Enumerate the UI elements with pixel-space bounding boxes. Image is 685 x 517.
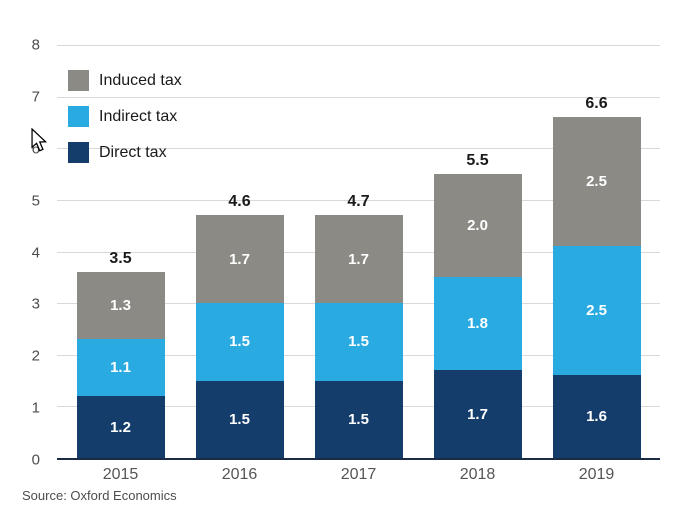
- x-cell: 2018: [418, 466, 537, 484]
- segment-value-label: 2.0: [467, 217, 488, 235]
- bar-segment-induced-tax: 1.7: [195, 215, 284, 304]
- segment-value-label: 1.1: [110, 359, 131, 377]
- bar-cell: 4.6 1.7 1.5 1.5: [180, 45, 299, 458]
- segment-value-label: 2.5: [586, 173, 607, 191]
- y-tick-label: 6: [31, 140, 40, 158]
- plot-area: 3.5 1.3 1.1 1.2 4.6 1.7 1.5 1.5 4.7 1.7 1.5 1.5 5.5 2…: [57, 45, 660, 460]
- gridline: [57, 96, 660, 98]
- y-tick-label: 4: [31, 244, 40, 261]
- segment-value-label: 1.3: [110, 297, 131, 315]
- legend-item-induced-tax: Induced tax: [68, 70, 182, 91]
- legend-label: Direct tax: [99, 143, 167, 161]
- y-tick-label: 8: [31, 36, 40, 54]
- y-tick-label: 7: [31, 88, 40, 106]
- gridline: [57, 199, 660, 201]
- x-tick-label-2017: 2017: [340, 466, 377, 483]
- bar-total-label: 3.5: [109, 250, 132, 268]
- bar-segment-indirect-tax: 1.5: [314, 303, 403, 381]
- bar-segment-indirect-tax: 1.8: [433, 277, 522, 371]
- bar-cell: 4.7 1.7 1.5 1.5: [299, 45, 418, 458]
- x-tick-label-2016: 2016: [221, 466, 258, 483]
- bar-segment-direct-tax: 1.7: [433, 370, 522, 458]
- y-tick-label: 5: [31, 192, 40, 210]
- segment-value-label: 1.5: [229, 333, 250, 351]
- segment-value-label: 1.5: [229, 410, 250, 428]
- bar-cell: 3.5 1.3 1.1 1.2: [61, 45, 180, 458]
- bar-segment-induced-tax: 1.7: [314, 215, 403, 304]
- bars-row: 3.5 1.3 1.1 1.2 4.6 1.7 1.5 1.5 4.7 1.7 1.5 1.5 5.5 2…: [57, 45, 660, 458]
- legend-swatch: [68, 70, 89, 91]
- segment-value-label: 1.7: [229, 250, 250, 268]
- bar-segment-indirect-tax: 1.1: [76, 339, 165, 397]
- bar-segment-induced-tax: 2.5: [552, 117, 641, 247]
- gridline: [57, 45, 660, 46]
- bar-segment-direct-tax: 1.2: [76, 396, 165, 458]
- x-cell: 2016: [180, 466, 299, 484]
- legend-label: Induced tax: [99, 71, 182, 89]
- bar-total-label: 4.7: [347, 193, 370, 211]
- segment-value-label: 1.7: [348, 250, 369, 268]
- bar-total-label: 6.6: [585, 95, 608, 113]
- bar-2018: 5.5 2.0 1.8 1.7: [433, 45, 522, 458]
- bar-total-label: 5.5: [466, 152, 489, 170]
- x-cell: 2019: [537, 466, 656, 484]
- bar-segment-induced-tax: 1.3: [76, 272, 165, 340]
- y-tick-label: 1: [31, 399, 40, 417]
- bar-total-label: 4.6: [228, 193, 251, 211]
- segment-value-label: 1.8: [467, 315, 488, 333]
- bar-2019: 6.6 2.5 2.5 1.6: [552, 45, 641, 458]
- segment-value-label: 1.7: [467, 405, 488, 423]
- source-note: Source: Oxford Economics: [22, 488, 177, 503]
- bar-cell: 5.5 2.0 1.8 1.7: [418, 45, 537, 458]
- bar-cell: 6.6 2.5 2.5 1.6: [537, 45, 656, 458]
- bar-2017: 4.7 1.7 1.5 1.5: [314, 45, 403, 458]
- segment-value-label: 1.5: [348, 333, 369, 351]
- y-tick-label: 3: [31, 295, 40, 313]
- y-tick-label: 2: [31, 347, 40, 365]
- legend: Induced tax Indirect tax Direct tax: [68, 70, 182, 178]
- x-tick-label-2019: 2019: [578, 466, 615, 483]
- x-tick-label-2015: 2015: [102, 466, 139, 483]
- gridline: [57, 148, 660, 150]
- bar-segment-induced-tax: 2.0: [433, 174, 522, 278]
- x-cell: 2015: [61, 466, 180, 484]
- bar-segment-direct-tax: 1.5: [195, 380, 284, 458]
- segment-value-label: 1.2: [110, 418, 131, 436]
- x-tick-label-2018: 2018: [459, 466, 496, 483]
- y-axis: 0 1 2 3 4 5 6 7 8: [0, 38, 48, 468]
- bar-segment-indirect-tax: 1.5: [195, 303, 284, 381]
- legend-swatch: [68, 106, 89, 127]
- bar-segment-direct-tax: 1.5: [314, 380, 403, 458]
- segment-value-label: 2.5: [586, 302, 607, 320]
- bar-2016: 4.6 1.7 1.5 1.5: [195, 45, 284, 458]
- y-tick-label: 0: [31, 451, 40, 469]
- legend-label: Indirect tax: [99, 107, 178, 125]
- legend-item-direct-tax: Direct tax: [68, 142, 182, 163]
- legend-swatch: [68, 142, 89, 163]
- bar-segment-indirect-tax: 2.5: [552, 246, 641, 376]
- legend-item-indirect-tax: Indirect tax: [68, 106, 182, 127]
- bar-segment-direct-tax: 1.6: [552, 375, 641, 458]
- x-axis: 2015 2016 2017 2018 2019: [57, 466, 660, 484]
- segment-value-label: 1.6: [586, 408, 607, 426]
- bar-2015: 3.5 1.3 1.1 1.2: [76, 45, 165, 458]
- x-cell: 2017: [299, 466, 418, 484]
- segment-value-label: 1.5: [348, 410, 369, 428]
